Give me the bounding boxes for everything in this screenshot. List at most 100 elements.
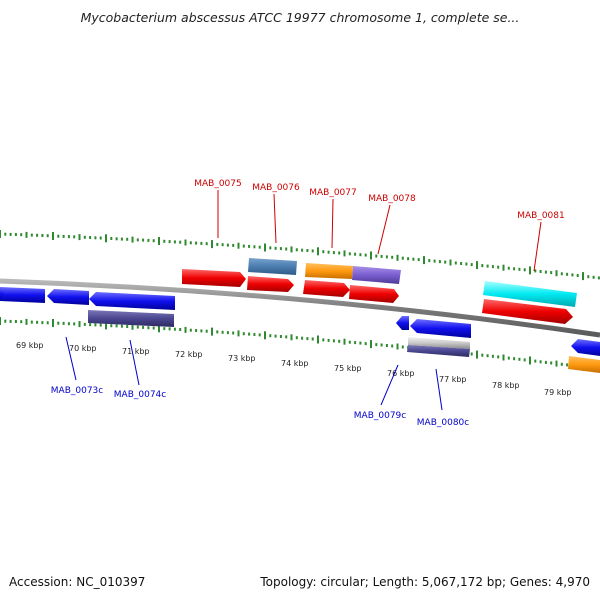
minor-tick [566, 272, 569, 276]
major-tick [582, 272, 584, 281]
minor-tick [147, 238, 150, 242]
gene-label-mab-0081[interactable]: MAB_0081 [517, 211, 565, 221]
feature-left-edge-tip[interactable] [0, 287, 4, 301]
minor-tick [301, 336, 304, 340]
minor-tick [83, 235, 86, 239]
leader-mab-0073c [65, 336, 77, 381]
minor-tick [332, 339, 335, 343]
minor-tick [253, 333, 256, 336]
minor-tick [248, 332, 251, 336]
minor-tick [279, 335, 282, 338]
feature-mab-0074c[interactable] [89, 292, 175, 310]
minor-tick [163, 327, 166, 331]
leader-mab-0077 [331, 198, 334, 249]
feature-mab-0081-rna[interactable] [483, 281, 577, 307]
minor-tick [78, 321, 81, 328]
minor-tick [470, 352, 473, 356]
feature-mab-0074c-rna[interactable] [88, 310, 174, 327]
minor-tick [30, 233, 33, 237]
major-tick [476, 261, 478, 270]
minor-tick [359, 341, 362, 345]
minor-tick [20, 320, 23, 324]
minor-tick [359, 253, 362, 257]
minor-tick [142, 325, 145, 329]
minor-tick [332, 251, 335, 255]
minor-tick [221, 330, 224, 334]
minor-tick [237, 242, 240, 249]
feature-mab-0076-rna[interactable] [248, 258, 297, 275]
minor-tick [242, 332, 245, 336]
gene-label-mab-0076[interactable]: MAB_0076 [252, 183, 300, 193]
minor-tick [36, 320, 39, 324]
minor-tick [163, 239, 166, 243]
gene-label-mab-0075[interactable]: MAB_0075 [194, 179, 242, 189]
minor-tick [73, 235, 76, 239]
forward-features [182, 258, 577, 324]
minor-tick [115, 324, 118, 328]
minor-tick [338, 251, 341, 255]
minor-tick [486, 354, 489, 358]
minor-tick [507, 356, 510, 360]
feature-mab-0075[interactable] [182, 269, 246, 287]
gene-label-mab-0080c[interactable]: MAB_0080c [417, 418, 470, 428]
major-tick [0, 230, 1, 238]
minor-tick [290, 246, 293, 253]
minor-tick [184, 326, 187, 333]
minor-tick [396, 254, 399, 261]
feature-left-edge[interactable] [0, 287, 45, 303]
feature-right-edge[interactable] [571, 339, 600, 356]
feature-mab-0076[interactable] [247, 276, 294, 292]
minor-tick [481, 353, 484, 357]
gene-label-mab-0074c[interactable]: MAB_0074c [114, 390, 167, 400]
feature-right-edge-rna[interactable] [568, 356, 600, 373]
gene-label-mab-0073c[interactable]: MAB_0073c [51, 386, 104, 396]
minor-tick [465, 262, 468, 266]
minor-tick [131, 323, 134, 330]
feature-mab-0078-rna[interactable] [352, 266, 401, 284]
minor-tick [513, 267, 516, 271]
minor-tick [120, 237, 123, 241]
minor-tick [195, 241, 198, 245]
minor-tick [115, 237, 118, 241]
tick-label: 69 kbp [16, 341, 44, 350]
feature-mab-0080c[interactable] [410, 319, 471, 338]
tick-label: 78 kbp [492, 381, 520, 390]
feature-mab-0080c-rna2[interactable] [407, 345, 470, 357]
leader-mab-0080c [435, 368, 443, 411]
feature-mab-0077-rna[interactable] [305, 263, 353, 279]
minor-tick [534, 359, 537, 363]
gene-label-mab-0077[interactable]: MAB_0077 [309, 188, 357, 198]
minor-tick [226, 243, 229, 247]
feature-mab-0073c[interactable] [47, 289, 89, 305]
minor-tick [412, 257, 415, 261]
minor-tick [99, 323, 102, 327]
minor-tick [502, 264, 505, 271]
feature-mab-0079c[interactable] [396, 316, 409, 330]
tick-label: 79 kbp [544, 388, 572, 397]
gene-label-mab-0078[interactable]: MAB_0078 [368, 194, 416, 204]
minor-tick [67, 235, 70, 239]
minor-tick [237, 330, 240, 337]
minor-tick [433, 259, 436, 263]
minor-tick [179, 328, 182, 331]
major-tick [105, 234, 107, 243]
feature-mab-0081[interactable] [482, 299, 573, 324]
minor-tick [41, 234, 44, 237]
minor-tick [205, 242, 208, 246]
feature-mab-0077[interactable] [303, 280, 350, 297]
minor-tick [322, 338, 325, 342]
minor-tick [566, 363, 569, 367]
minor-tick [136, 238, 139, 242]
minor-tick [248, 244, 251, 248]
minor-tick [78, 234, 81, 241]
tick-label: 73 kbp [228, 354, 256, 363]
minor-tick [232, 243, 235, 247]
major-tick [317, 335, 319, 344]
major-tick [370, 251, 372, 260]
leader-mab-0076 [273, 193, 277, 244]
feature-mab-0078[interactable] [349, 285, 399, 303]
minor-tick [507, 266, 510, 270]
minor-tick [20, 233, 23, 237]
gene-label-mab-0079c[interactable]: MAB_0079c [354, 411, 407, 421]
minor-tick [67, 322, 70, 326]
